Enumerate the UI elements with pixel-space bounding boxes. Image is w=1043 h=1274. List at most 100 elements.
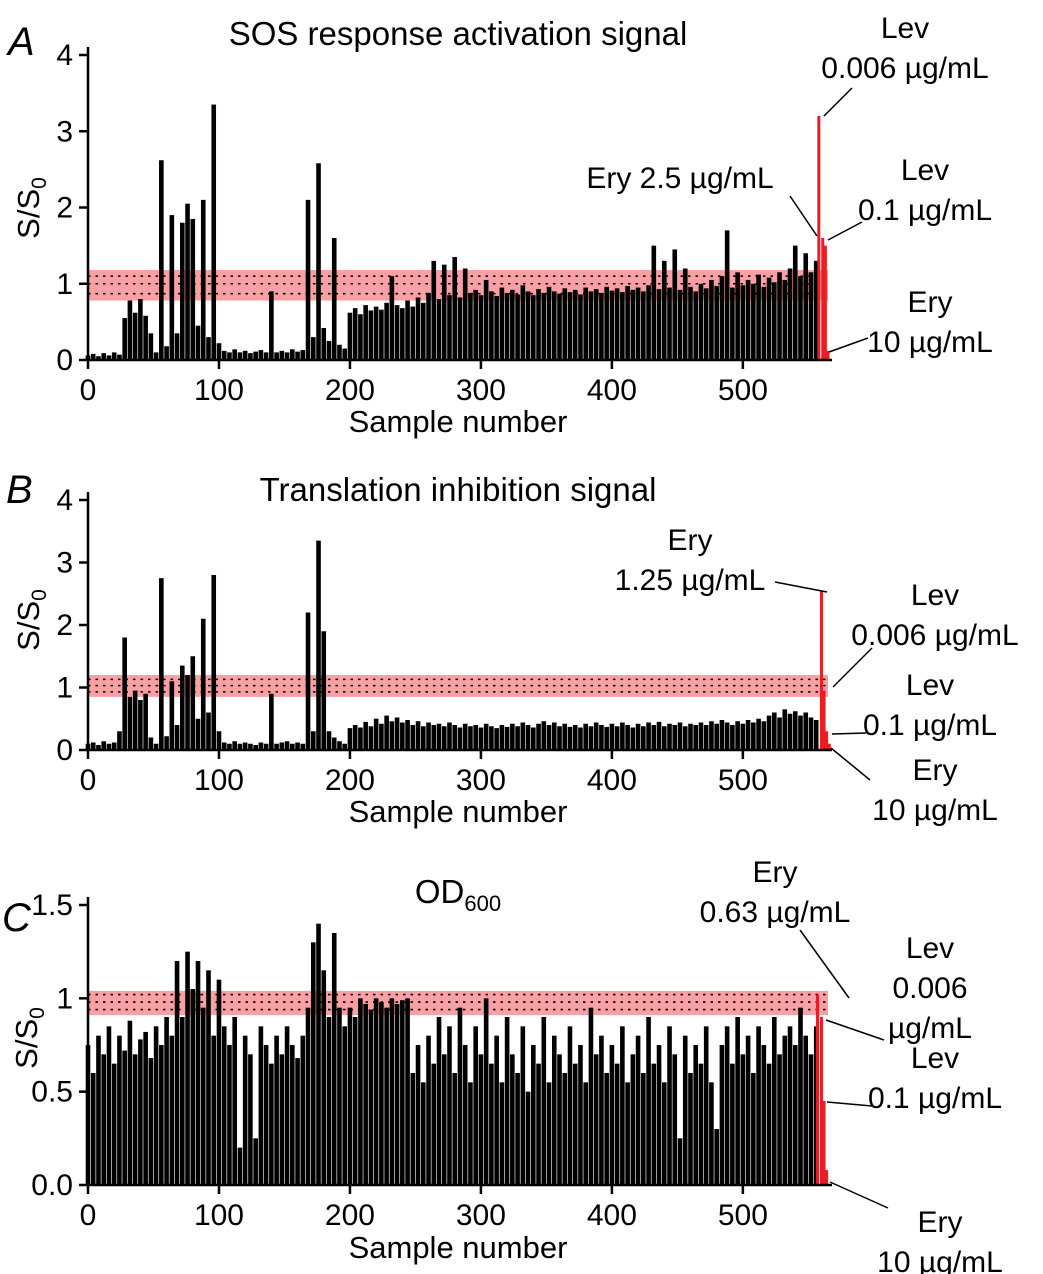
panel-c-ylabel-subscript: 0	[25, 1007, 49, 1019]
sample-bar	[724, 722, 730, 750]
sample-bar	[206, 970, 211, 1185]
sample-bar	[620, 292, 625, 360]
sample-bar	[358, 998, 363, 1185]
sample-bar	[614, 726, 620, 750]
sample-bar	[394, 1003, 400, 1185]
sample-bar	[253, 1138, 258, 1185]
sample-bar	[525, 1091, 531, 1185]
annotation-text: Lev	[906, 932, 954, 965]
sample-bar	[232, 349, 237, 360]
sample-bar	[111, 1063, 117, 1185]
sample-bar	[557, 293, 562, 360]
sample-bar	[635, 287, 641, 360]
sample-bar	[803, 712, 809, 750]
sample-bar	[211, 104, 217, 360]
y-tick-label: 0	[56, 344, 73, 377]
sample-bar	[159, 1045, 164, 1185]
sample-bar	[321, 327, 327, 360]
sample-bar	[588, 1007, 594, 1185]
sample-bar	[766, 715, 772, 750]
sample-bar	[227, 1045, 232, 1185]
sample-bar	[384, 1007, 389, 1185]
sample-bar	[179, 222, 185, 360]
sample-bar	[771, 712, 777, 750]
sample-bar	[604, 726, 609, 750]
sample-bar	[462, 268, 468, 360]
sample-bar	[489, 291, 494, 360]
x-tick-label: 300	[456, 1199, 506, 1232]
sample-bar	[90, 1073, 96, 1185]
sample-bar	[310, 942, 316, 1185]
sample-bar	[609, 723, 615, 750]
sample-bar	[688, 723, 693, 750]
sample-bar	[557, 726, 562, 750]
sample-bar	[609, 1045, 615, 1185]
panel-a: 0 1 2 3 4 0 100 200 300 400 500 Lev 0.006 µg/mL Ery 2…	[0, 0, 1043, 450]
sample-bar	[541, 292, 547, 360]
sample-bar	[347, 1007, 353, 1185]
sample-bar	[672, 249, 678, 360]
sample-bar	[578, 1045, 583, 1185]
sample-bar	[358, 314, 363, 360]
sample-bar	[614, 288, 620, 360]
y-tick-label: 2	[56, 192, 73, 225]
x-tick-label: 200	[325, 374, 375, 407]
sample-bar	[452, 257, 458, 360]
x-tick-label: 400	[587, 374, 637, 407]
sample-bar	[248, 353, 253, 360]
sample-bar	[138, 700, 143, 750]
sample-bar	[185, 203, 190, 360]
sample-bar	[284, 741, 290, 750]
sample-bar	[473, 725, 478, 750]
sample-bar	[426, 292, 431, 360]
sample-bar	[661, 726, 667, 750]
sample-bar	[813, 260, 819, 360]
sample-bar	[531, 295, 536, 360]
panel-a-title-text: SOS response activation signal	[228, 15, 688, 52]
sample-bar	[572, 725, 578, 750]
sample-bar	[714, 723, 719, 750]
y-tick-label: 4	[56, 39, 73, 72]
sample-bar	[483, 723, 489, 750]
sample-bar	[326, 1017, 332, 1185]
annotation-text: 10 µg/mL	[867, 326, 993, 359]
sample-bar	[798, 276, 803, 360]
sample-bar	[347, 728, 353, 750]
sample-bar	[462, 1045, 468, 1185]
sample-bar	[279, 350, 285, 360]
sample-bar	[415, 1045, 421, 1185]
sample-bar	[232, 1017, 237, 1185]
sample-bar	[531, 727, 536, 750]
sample-bar	[300, 1035, 306, 1185]
sample-bar	[478, 727, 484, 750]
sample-bar	[515, 726, 520, 750]
sample-bar	[290, 349, 295, 360]
sample-bar	[190, 218, 196, 360]
sample-bar	[630, 289, 636, 360]
sample-bar	[221, 1026, 227, 1185]
sample-bar	[206, 337, 211, 360]
sample-bar	[342, 743, 348, 750]
sample-bar	[400, 1000, 405, 1185]
annotation-text: Ery	[918, 1206, 963, 1239]
sample-bar	[117, 731, 122, 750]
sample-bar	[221, 350, 227, 360]
sample-bar	[316, 540, 321, 750]
sample-bar	[305, 199, 311, 360]
sample-bar	[494, 728, 499, 750]
sample-bar	[153, 743, 159, 750]
sample-bar	[625, 725, 630, 750]
sample-bar	[200, 618, 206, 750]
sample-bar	[698, 283, 704, 360]
annotation-leader	[799, 929, 850, 999]
sample-bar	[504, 1017, 510, 1185]
sample-bar	[593, 722, 599, 750]
annotation-text: µg/mL	[888, 1012, 972, 1045]
sample-bar	[368, 310, 374, 360]
control-bar	[821, 238, 825, 360]
sample-bar	[782, 1035, 788, 1185]
panel-c-title-subscript: 600	[464, 891, 502, 916]
x-tick-label: 200	[325, 764, 375, 797]
control-bar	[822, 1101, 826, 1185]
sample-bar	[661, 260, 667, 360]
